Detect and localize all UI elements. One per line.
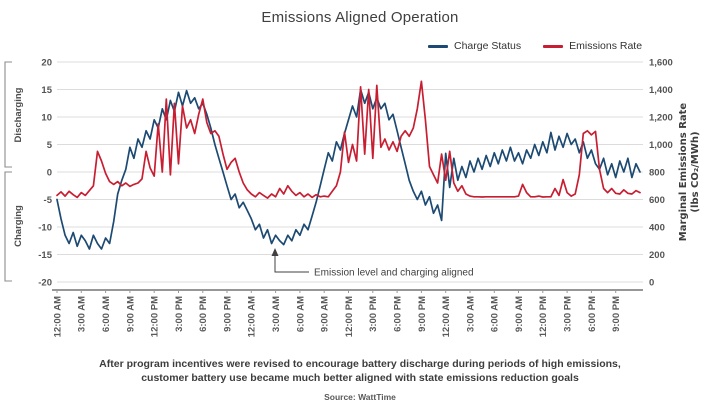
annotation-arrow-line: [274, 254, 309, 273]
y-axis-tick-label-right: 400: [649, 222, 665, 233]
axis-labels: 20 15 10 5 0 -5 -10 -15 -20 1,600 1,400 1,200 1,000 8…: [38, 57, 673, 337]
x-axis-tick-label: 6:00 PM: [393, 296, 404, 332]
y-axis-tick-label-left: 5: [47, 140, 53, 151]
y-axis-tick-label-right: 0: [649, 277, 654, 288]
legend-item-emissions-rate: Emissions Rate: [543, 40, 642, 52]
legend-swatch-charge-status: [428, 44, 448, 48]
x-axis-tick-label: 3:00 AM: [77, 296, 88, 332]
annotation-text: Emission level and charging aligned: [314, 268, 474, 279]
y-axis-tick-label-right: 1,000: [649, 140, 673, 151]
y-axis-tick-label-right: 1,600: [649, 57, 673, 68]
x-axis-tick-label: 3:00 AM: [271, 296, 282, 332]
charging-bracket: [4, 171, 12, 282]
y-axis-tick-label-left: 0: [47, 167, 52, 178]
source-text: Source: WattTime: [324, 392, 396, 402]
x-axis-tick-label: 9:00 AM: [125, 296, 136, 332]
legend-item-charge-status: Charge Status: [428, 40, 521, 52]
y-axis-tick-label-left: 10: [41, 112, 52, 123]
x-axis-tick-label: 12:00 AM: [52, 296, 63, 337]
caption: After program incentives were revised to…: [0, 357, 720, 385]
annotation-arrowhead: [271, 248, 279, 256]
y-axis-tick-label-left: -10: [38, 222, 52, 233]
x-axis-tick-label: 3:00 PM: [368, 296, 379, 332]
x-axis-tick-label: 3:00 PM: [563, 296, 574, 332]
chart-title: Emissions Aligned Operation: [261, 9, 459, 26]
x-axis-tick-label: 6:00 PM: [198, 296, 209, 332]
caption-line-2: customer battery use became much better …: [141, 372, 579, 384]
y-axis-tick-label-right: 1,400: [649, 85, 673, 96]
axes: [52, 289, 643, 293]
y-axis-tick-label-right: 1,200: [649, 112, 673, 123]
discharging-bracket: [4, 61, 12, 168]
x-axis-tick-label: 9:00 PM: [611, 296, 622, 332]
gridlines: [57, 61, 643, 283]
right-axis-title-line1: Marginal Emissions Rate: [678, 103, 689, 242]
legend-swatch-emissions-rate: [543, 44, 564, 48]
x-axis-tick-label: 6:00 PM: [587, 296, 598, 332]
x-axis-tick-label: 9:00 AM: [320, 296, 331, 332]
y-axis-tick-label-left: 15: [41, 85, 52, 96]
y-axis-tick-label-left: -20: [38, 277, 52, 288]
x-axis-tick-label: 9:00 PM: [222, 296, 233, 332]
x-axis-tick-label: 6:00 AM: [295, 296, 306, 332]
x-axis-tick-label: 12:00 AM: [247, 296, 258, 337]
charging-label: Charging: [13, 205, 24, 247]
x-axis-tick-label: 3:00 PM: [174, 296, 185, 332]
x-axis-tick-label: 9:00 PM: [417, 296, 428, 332]
y-axis-tick-label-right: 800: [649, 167, 665, 178]
caption-line-1: After program incentives were revised to…: [99, 358, 621, 370]
x-axis-tick-label: 3:00 AM: [465, 296, 476, 332]
y-axis-tick-label-left: -5: [44, 195, 53, 206]
x-axis-tick-label: 9:00 AM: [514, 296, 525, 332]
y-axis-tick-label-right: 200: [649, 250, 665, 261]
chart-svg: Discharging Charging Marginal Emissions …: [4, 57, 701, 337]
legend-label-emissions-rate: Emissions Rate: [569, 40, 643, 52]
emissions-rate-line: [56, 80, 641, 199]
y-axis-tick-label-right: 600: [649, 195, 665, 206]
series: [56, 80, 641, 250]
legend: Charge Status Emissions Rate: [428, 40, 642, 52]
x-axis-tick-label: 12:00 PM: [538, 296, 549, 337]
y-axis-tick-label-left: 20: [41, 57, 52, 68]
x-axis-tick-label: 12:00 PM: [150, 296, 161, 337]
discharging-label: Discharging: [13, 87, 24, 142]
right-axis-title-line2: (lbs CO₂/MWh): [690, 131, 701, 212]
y-axis-tick-label-left: -15: [38, 250, 52, 261]
charge-status-line: [56, 88, 641, 250]
x-axis-tick-label: 12:00 PM: [344, 296, 355, 337]
x-axis-tick-label: 6:00 AM: [101, 296, 112, 332]
x-axis-tick-label: 6:00 AM: [490, 296, 501, 332]
legend-label-charge-status: Charge Status: [454, 40, 522, 52]
x-axis-tick-label: 12:00 AM: [441, 296, 452, 337]
